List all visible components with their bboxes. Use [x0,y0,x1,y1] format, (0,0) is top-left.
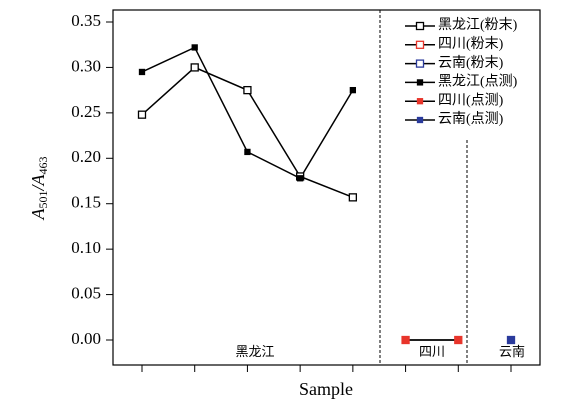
legend-label: 四川(点测) [438,92,504,108]
marker [243,85,252,95]
y-tick-label: 0.10 [71,238,101,257]
marker [455,336,462,344]
y-tick-label: 0.30 [71,56,101,75]
region-label: 云南 [499,344,525,359]
legend-marker [416,79,424,86]
y-axis-label: A501/A463 [28,157,50,221]
plot-frame [112,9,541,366]
region-label: 四川 [419,344,445,359]
legend-marker [415,40,425,49]
marker [296,175,304,182]
marker [190,63,199,72]
x-axis-label: Sample [299,379,353,399]
y-tick-label: 0.15 [71,193,101,212]
marker [244,148,251,156]
legend-label: 四川(粉末) [438,36,504,52]
legend-marker [415,59,425,68]
y-label-part: A [28,208,48,221]
marker [348,193,358,202]
y-tick-label: 0.00 [71,329,101,348]
series-line [141,46,354,180]
legend-marker [416,98,424,105]
y-tick-label: 0.35 [71,11,101,30]
legend-label: 黑龙江(点测) [438,74,518,90]
legend-marker [415,21,425,31]
y-label-part: 463 [36,157,50,175]
legend-label: 云南(粉末) [438,55,504,71]
marker [402,336,409,344]
region-label: 黑龙江 [235,344,274,359]
legend-label: 黑龙江(粉末) [438,17,518,33]
legend-label: 云南(点测) [438,111,504,127]
y-label-part: /A [28,173,48,191]
y-tick-label: 0.05 [71,283,101,302]
marker [191,44,198,51]
marker [349,86,357,94]
y-label-part: 501 [36,191,50,209]
marker [507,336,515,344]
y-tick-label: 0.25 [71,102,101,121]
legend-marker [416,116,424,124]
y-tick-label: 0.20 [71,147,101,166]
marker [137,110,147,119]
marker [138,68,146,76]
